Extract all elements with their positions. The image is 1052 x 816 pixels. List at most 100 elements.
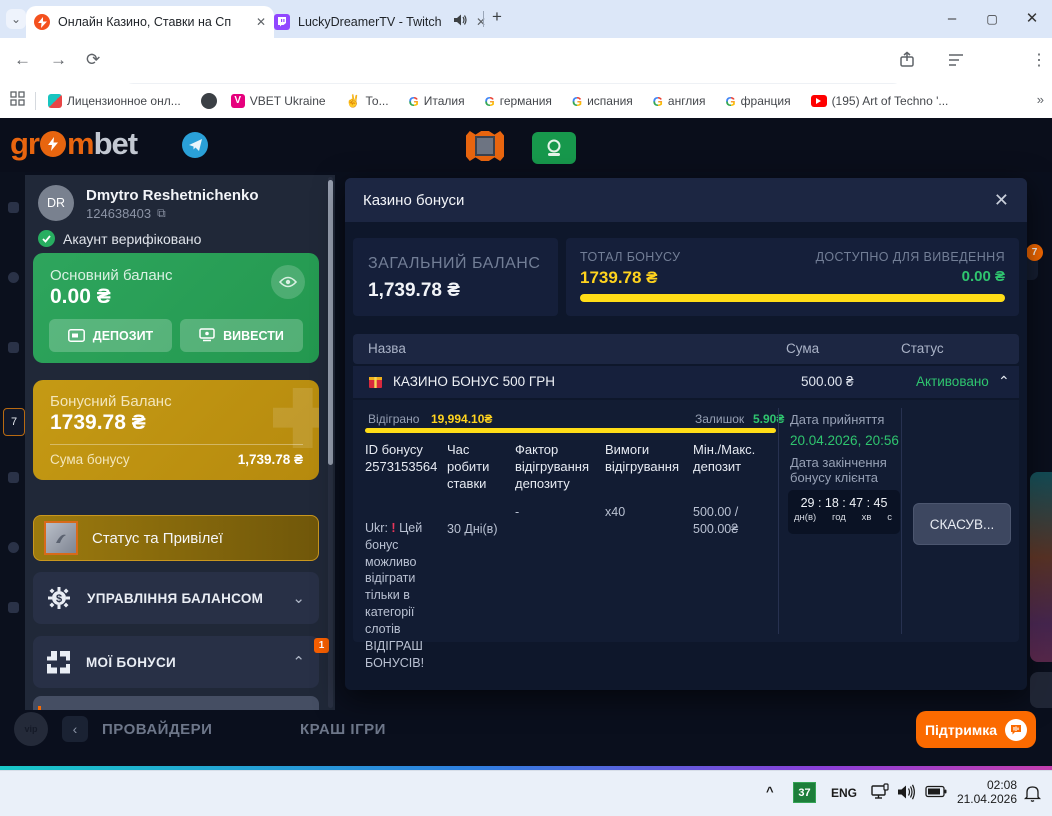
share-icon[interactable] [898,51,916,74]
bookmark-item[interactable]: G испания [572,94,639,109]
forward-icon[interactable]: → [50,50,67,69]
deposit-header-button[interactable] [532,132,576,164]
bonus-sum-label: Сума бонусу [50,452,130,467]
bonus-total-label: ТОТАЛ БОНУСУ [580,250,681,264]
cashout-icon [199,328,215,342]
reload-icon[interactable]: ⟳ [86,50,101,69]
bookmark-favicon: V [230,94,245,108]
bonuses-icon [47,650,70,674]
rail-icon[interactable] [8,342,19,353]
details-divider [778,408,779,634]
bookmark-label: франция [740,94,791,108]
bookmark-label: То... [365,94,389,108]
details-divider [901,408,902,634]
tab-search-button[interactable]: ⌄ [6,9,26,29]
withdraw-button[interactable]: ВИВЕСТИ [180,319,303,352]
detail-col-label: Фактор відігрування депозиту [515,442,589,491]
modal-title: Казино бонуси [363,191,465,209]
sidebar-scrollbar-thumb[interactable] [328,180,333,465]
status-privileges-button[interactable]: Статус та Привілеї [33,515,319,561]
tab-title: Онлайн Казино, Ставки на Сп [58,15,232,29]
gear-dollar-icon: $ [47,586,71,610]
bonuses-count-badge: 1 [314,638,329,653]
bonus-status: Активовано [916,374,989,389]
bookmark-item[interactable]: G германия [485,94,558,109]
window-maximize-icon[interactable]: ▢ [986,12,998,26]
bookmark-item[interactable]: (195) Art of Techno '... [810,94,955,108]
modal-close-icon[interactable]: ✕ [993,189,1009,210]
back-icon[interactable]: ← [14,50,31,69]
bookmark-label: VBET Ukraine [249,94,326,108]
sidebar-item-my-bonuses[interactable]: МОЇ БОНУСИ ⌃ [33,636,319,688]
site-logo[interactable]: gr m bet [10,126,138,162]
new-tab-icon[interactable]: + [492,7,502,26]
tab-twitch[interactable]: LuckyDreamerTV - Twitch ✕ [266,6,494,38]
column-header-status: Статус [901,341,944,356]
detail-col-value: 30 Дні(в) [447,521,498,536]
rail-icon[interactable] [8,602,19,613]
twitch-favicon [274,14,290,30]
language-indicator[interactable]: ENG [831,786,858,800]
logo-text: gr [10,126,40,161]
tray-app-badge[interactable]: 37 [793,782,816,803]
rail-badge[interactable]: 7 [3,408,25,436]
bonus-total-value: 1739.78 ₴ [580,268,658,287]
card-icon [67,329,85,342]
providers-link[interactable]: ПРОВАЙДЕРИ [102,721,213,738]
tab-audio-icon[interactable] [453,13,468,31]
chevron-left-icon: ‹ [72,721,78,737]
reading-list-icon[interactable] [947,52,965,73]
deposit-button[interactable]: ДЕПОЗИТ [49,319,172,352]
ticket-bonus-icon[interactable] [466,131,504,161]
rail-icon[interactable] [8,542,19,553]
cancel-bonus-button[interactable]: СКАСУВ... [913,503,1011,545]
tab-casino[interactable]: Онлайн Казино, Ставки на Сп ✕ [26,6,274,38]
sidebar-scrollbar-track[interactable] [328,177,333,708]
rail-icon[interactable] [8,472,19,483]
notifications-bell-icon[interactable] [1023,784,1042,807]
status-medal-icon [44,521,78,555]
bonus-table-row[interactable]: КАЗИНО БОНУС 500 ГРН 500.00 ₴ Активовано… [353,366,1019,398]
logo-lightning-icon [40,131,66,157]
window-close-icon[interactable]: ✕ [1025,10,1039,27]
bookmark-label: испания [587,94,633,108]
detail-col-label: Вимоги відігрування [605,442,679,474]
collapse-row-icon[interactable]: ⌃ [998,373,1010,389]
toggle-balance-visibility-button[interactable] [271,265,305,299]
browser-menu-icon[interactable]: ⋮ [1031,52,1047,69]
telegram-icon[interactable] [182,132,208,158]
bookmark-item[interactable]: ✌ То... [346,94,395,108]
bookmark-item[interactable]: G англия [653,94,712,109]
notification-badge: 7 [1026,244,1043,261]
rail-icon[interactable] [8,202,19,213]
window-minimize-icon[interactable]: – [947,10,957,27]
bookmark-item[interactable]: G Италия [409,94,471,109]
bookmarks-overflow-icon[interactable]: » [1036,92,1044,107]
sidebar-item-partial[interactable] [33,696,319,710]
bookmark-label: англия [667,94,706,108]
sidebar-item-balance-management[interactable]: $ УПРАВЛІННЯ БАЛАНСОМ ⌄ [33,572,319,624]
copy-icon[interactable]: ⧉ [157,206,166,220]
tab-close-icon[interactable]: ✕ [255,15,266,29]
user-id: 124638403 [86,206,152,221]
tray-expand-icon[interactable]: ^ [766,784,774,799]
bookmark-item[interactable]: Лицензионное онл... [48,94,187,108]
crash-games-link[interactable]: КРАШ ІГРИ [300,721,386,738]
chevron-up-icon: ⌃ [292,654,305,671]
clock[interactable]: 02:08 21.04.2026 [955,778,1017,806]
providers-back-button[interactable]: ‹ [62,716,88,742]
network-icon[interactable] [870,782,890,807]
bookmarks-divider [35,92,36,110]
youtube-favicon [810,95,827,107]
clock-date: 21.04.2026 [956,792,1017,806]
tab-close-icon[interactable]: ✕ [475,15,486,29]
support-button[interactable]: Підтримка [916,711,1036,748]
volume-icon[interactable] [898,784,916,805]
rail-icon[interactable] [8,272,19,283]
apps-grid-icon[interactable] [10,91,25,111]
globe-favicon[interactable] [200,93,217,109]
battery-icon[interactable] [925,785,947,803]
bookmark-item[interactable]: G франция [726,94,797,109]
bookmark-item[interactable]: V VBET Ukraine [230,94,332,108]
page-bottom-gradient [0,766,1052,770]
